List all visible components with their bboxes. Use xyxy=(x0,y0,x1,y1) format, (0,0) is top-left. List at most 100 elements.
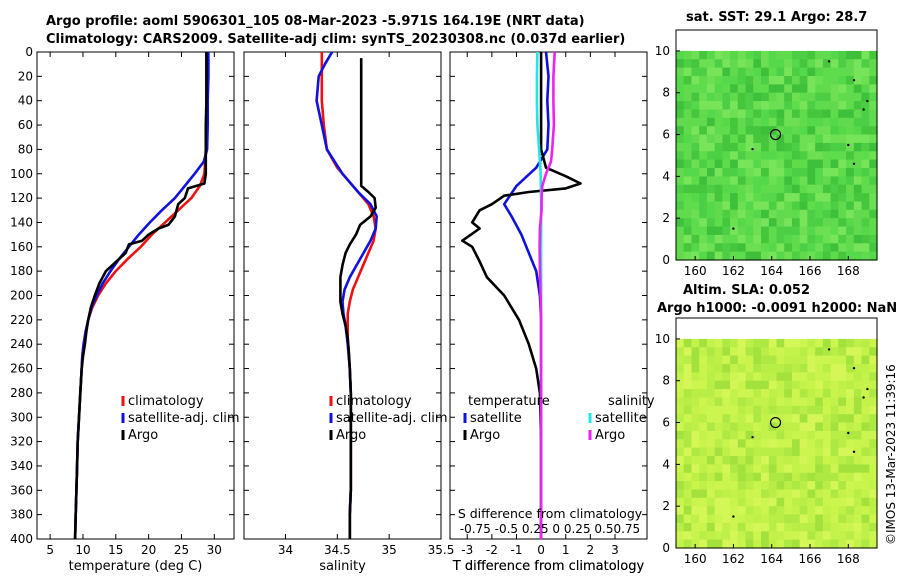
sla_map-cell xyxy=(699,464,708,474)
sla_map-cell xyxy=(676,439,685,449)
sla_map-cell xyxy=(753,397,762,407)
sst_map-cell xyxy=(722,184,731,194)
sst_map-cell xyxy=(830,218,839,228)
sst_map-cell xyxy=(784,84,793,94)
sla_map-cell xyxy=(776,481,785,491)
sst_map-cell xyxy=(846,184,855,194)
sla_map-cell xyxy=(869,489,878,499)
sla_map-cell xyxy=(768,522,778,532)
sst_map-cell xyxy=(815,184,824,194)
sla_map-cell xyxy=(699,497,708,507)
sla_map-cell xyxy=(861,531,870,541)
sst_map-cell xyxy=(761,134,770,144)
sla_map-cell xyxy=(730,364,739,373)
sst_map-cell xyxy=(753,168,762,177)
sst_map-cell xyxy=(683,218,692,228)
sst_map-island-dot xyxy=(852,162,856,165)
temperature-xtick-label: 30 xyxy=(207,543,222,557)
sla_map-cell xyxy=(706,522,716,532)
sst_map-cell xyxy=(691,226,700,236)
sst_map-cell xyxy=(815,226,824,236)
sla_map-cell xyxy=(861,422,870,432)
sla_map-cell xyxy=(853,472,863,482)
sst_map-cell xyxy=(753,218,762,228)
sla_map-island-dot xyxy=(852,367,856,370)
differences-xtick-label: 1 xyxy=(562,543,570,557)
sst_map-cell xyxy=(784,226,793,236)
sla_map-cell xyxy=(683,414,692,424)
sst_map-cell xyxy=(792,92,801,102)
sst_map-island-dot xyxy=(732,227,735,230)
sla_map-cell xyxy=(676,414,685,424)
sla_map-cell xyxy=(722,464,731,474)
sst_map-cell xyxy=(807,101,816,111)
sla_map-cell xyxy=(722,347,731,357)
sst_map-cell xyxy=(861,67,870,77)
sst_map-cell xyxy=(853,201,863,211)
sst_map-cell xyxy=(768,176,778,186)
sla_map-cell xyxy=(768,405,778,415)
sla_map-cell xyxy=(838,539,847,549)
sla_map-cell xyxy=(768,347,778,357)
sla_map-cell xyxy=(815,522,824,532)
sst_map-cell xyxy=(799,234,808,244)
sst_map-cell xyxy=(676,151,685,161)
sst_map-cell xyxy=(737,226,747,236)
sst_map-cell xyxy=(768,101,778,111)
sla_map-cell xyxy=(822,414,832,424)
sla_map-argo-marker xyxy=(769,416,782,429)
sst_map-cell xyxy=(815,109,824,119)
sla_map-island-dot xyxy=(862,396,865,399)
sal-legend-2-label: Argo xyxy=(336,428,366,443)
sst_map-cell xyxy=(815,234,824,244)
sla_map-cell xyxy=(815,364,824,373)
sla_map-cell xyxy=(776,489,785,499)
sst_map-cell xyxy=(737,84,747,94)
sla_map-cell xyxy=(784,522,793,532)
sla_map-cell xyxy=(822,355,832,365)
sst_map-cell xyxy=(706,101,716,111)
sla_map-cell xyxy=(737,347,747,357)
sla_map-cell xyxy=(846,405,855,415)
sla_map-cell xyxy=(792,489,801,499)
sla_map-cell xyxy=(799,506,808,516)
sla_map-cell xyxy=(822,380,832,390)
sla_map-cell xyxy=(683,355,692,365)
sla_map-cell xyxy=(745,380,754,390)
sla_map-cell xyxy=(799,364,808,373)
sla_map-cell xyxy=(869,380,878,390)
sla_map-cell xyxy=(830,389,839,399)
sst_map-cell xyxy=(869,142,878,152)
sst_map-cell xyxy=(676,243,685,253)
sst_map-cell xyxy=(792,109,801,119)
sst_map-cell xyxy=(761,84,770,94)
sla_map-cell xyxy=(730,464,739,474)
sla_map-cell xyxy=(869,539,878,549)
sst_map-cell xyxy=(799,226,808,236)
sst_map-cell xyxy=(768,117,778,127)
sla_map-cell xyxy=(706,464,716,474)
sst_map-cell xyxy=(861,193,870,203)
sst_map-cell xyxy=(846,142,855,152)
sla_map-cell xyxy=(768,531,778,541)
salinity-series-argo xyxy=(339,58,378,539)
sla_map-cell xyxy=(853,481,863,491)
sla_map-cell xyxy=(737,430,747,440)
sla_map-cell xyxy=(853,389,863,399)
sst_map-island-dot xyxy=(827,60,831,63)
sla_map-cell xyxy=(730,397,739,407)
salinity-xlabel: salinity xyxy=(319,559,366,574)
sla_map-cell xyxy=(792,430,801,440)
sst_map-cell xyxy=(822,151,832,161)
sst_map-cell xyxy=(822,92,832,102)
sla_map-cell xyxy=(683,497,692,507)
sst_map-cell xyxy=(737,92,747,102)
sst_map-cell xyxy=(730,226,739,236)
sla_map-cell xyxy=(676,389,685,399)
sla_map-cell xyxy=(822,338,832,348)
sla_map-cell xyxy=(838,481,847,491)
sla_map-cell xyxy=(699,430,708,440)
sla_map-cell xyxy=(714,372,723,382)
differences-xtick-label: 2 xyxy=(587,543,595,557)
sst_map-cell xyxy=(776,50,785,60)
